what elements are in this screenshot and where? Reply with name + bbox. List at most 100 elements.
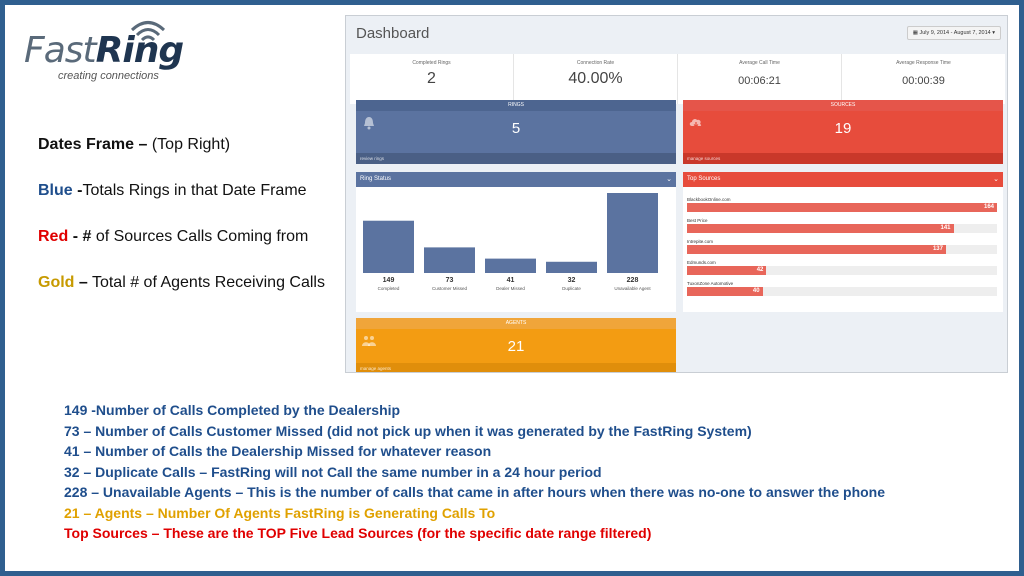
bar-category-label: Duplicate [562, 286, 581, 291]
top-source-value: 141 [940, 225, 951, 231]
manage-agents-link[interactable]: manage agents [356, 363, 676, 372]
logo-tagline: creating connections [58, 70, 159, 82]
top-source-name: Intrepite.com [687, 239, 714, 244]
note-blue: Blue -Totals Rings in that Date Frame [38, 182, 307, 199]
stat-value: 40.00% [568, 70, 623, 87]
manage-sources-link[interactable]: manage sources [683, 153, 1003, 164]
top-source-name: Edmunds.com [687, 260, 716, 265]
note-gold: Gold – Total # of Agents Receiving Calls [38, 274, 325, 291]
stat-completed-rings: Completed Rings 2 [350, 54, 514, 104]
top-sources-panel: Top Sources ⌄ BlackbookOnline.com 164 Best… [683, 172, 1003, 312]
sources-box[interactable]: SOURCES 19 manage sources [683, 100, 1003, 164]
top-source-value: 40 [752, 288, 760, 294]
ring-status-panel: Ring Status ⌄ 149 Completed 73 Customer Mis… [356, 172, 676, 312]
top-source-row: TuxonZone Automotive 40 [687, 280, 997, 296]
rings-box[interactable]: RINGS 5 review rings [356, 100, 676, 164]
bar-unavailable-agent [607, 193, 658, 273]
explanation-line: 73 – Number of Calls Customer Missed (di… [64, 422, 752, 439]
explanation-line: 41 – Number of Calls the Dealership Miss… [64, 443, 492, 459]
explanation-text: 149 -Number of Calls Completed by the De… [64, 400, 1004, 544]
stat-connection-rate: Connection Rate 40.00% [514, 54, 678, 104]
signal-wave-icon [130, 21, 166, 42]
stat-value: 00:00:39 [902, 75, 945, 87]
top-source-bar: 42 [687, 266, 767, 275]
top-source-bar: 164 [687, 203, 997, 212]
top-source-bar: 40 [687, 287, 763, 296]
top-source-bar-track: 42 [687, 266, 997, 275]
agents-box[interactable]: AGENTS 21 manage agents [356, 318, 676, 372]
page-title: Dashboard [356, 25, 430, 42]
rings-box-title: RINGS [356, 100, 676, 111]
caret-down-icon: ▾ [990, 30, 995, 36]
explanation-line: Top Sources – These are the TOP Five Lea… [64, 525, 652, 541]
top-source-name: Best Price [687, 218, 708, 223]
bar-category-label: Dealer Missed [496, 286, 525, 291]
note-red: Red - # of Sources Calls Coming from [38, 228, 309, 245]
top-sources-title: Top Sources [687, 176, 721, 182]
top-source-bar-track: 137 [687, 245, 997, 254]
ring-status-chart: 149 Completed 73 Customer Missed 41 Dealer Mi… [363, 193, 658, 291]
stats-row: Completed Rings 2 Connection Rate 40.00%… [350, 54, 1005, 104]
cloud-download-icon [689, 118, 702, 128]
top-source-row: Intrepite.com 137 [687, 238, 997, 254]
bar-category-label: Customer Missed [432, 286, 468, 291]
top-source-value: 42 [756, 267, 764, 273]
top-source-bar: 141 [687, 224, 954, 233]
stat-label: Average Response Time [896, 60, 951, 66]
date-range-label: July 9, 2014 - August 7, 2014 [919, 30, 991, 36]
bar-value-label: 228 [627, 277, 639, 284]
review-rings-link[interactable]: review rings [356, 153, 676, 164]
explanation-line: 32 – Duplicate Calls – FastRing will not… [64, 463, 602, 480]
ring-status-header[interactable]: Ring Status ⌄ [356, 172, 676, 187]
top-source-value: 137 [932, 246, 943, 252]
bar-category-label: Completed [378, 286, 400, 291]
sources-box-title: SOURCES [683, 100, 1003, 111]
bar-dealer-missed [485, 258, 536, 273]
ring-status-title: Ring Status [360, 176, 392, 182]
calendar-icon: ▦ [912, 30, 920, 36]
bar-value-label: 73 [446, 277, 454, 284]
note-dates: Dates Frame – (Top Right) [38, 136, 231, 153]
agents-count: 21 [507, 338, 525, 355]
explanation-line: 21 – Agents – Number Of Agents FastRing … [64, 504, 496, 521]
bar-value-label: 32 [568, 277, 576, 284]
top-source-bar-track: 164 [687, 203, 997, 212]
chevron-down-icon[interactable]: ⌄ [993, 176, 999, 183]
legend-notes: Dates Frame – (Top Right) Blue -Totals R… [38, 136, 348, 320]
bar-value-label: 149 [383, 277, 395, 284]
logo-wordmark: FastRing [24, 30, 184, 71]
agents-box-title: AGENTS [356, 318, 676, 329]
stat-label: Connection Rate [576, 60, 615, 66]
top-source-name: TuxonZone Automotive [687, 281, 734, 286]
explanation-line: 228 – Unavailable Agents – This is the n… [64, 484, 886, 500]
rings-count: 5 [511, 120, 521, 137]
top-source-bar-track: 40 [687, 287, 997, 296]
bar-value-label: 41 [507, 277, 515, 284]
top-sources-header[interactable]: Top Sources ⌄ [683, 172, 1003, 187]
date-range-picker[interactable]: ▦ July 9, 2014 - August 7, 2014 ▾ [906, 26, 1001, 40]
top-source-bar: 137 [687, 245, 946, 254]
sources-count: 19 [834, 120, 852, 137]
bar-category-label: Unavailable Agent [614, 286, 651, 291]
stat-label: Completed Rings [412, 60, 451, 66]
bar-completed [363, 220, 414, 273]
stat-average-response-time: Average Response Time 00:00:39 [842, 54, 1005, 104]
top-source-row: Edmunds.com 42 [687, 259, 997, 275]
stat-value: 00:06:21 [738, 75, 781, 87]
top-source-value: 164 [983, 204, 994, 210]
stat-label: Average Call Time [739, 60, 780, 66]
dashboard-screenshot: Dashboard ▦ July 9, 2014 - August 7, 201… [345, 15, 1008, 373]
users-icon [362, 336, 376, 346]
fastring-logo: FastRing creating connections [24, 18, 194, 88]
chevron-down-icon[interactable]: ⌄ [666, 176, 672, 183]
bar-customer-missed [424, 247, 475, 273]
top-source-name: BlackbookOnline.com [687, 197, 731, 202]
stat-average-call-time: Average Call Time 00:06:21 [678, 54, 842, 104]
top-source-bar-track: 141 [687, 224, 997, 233]
top-source-row: BlackbookOnline.com 164 [687, 196, 997, 212]
bar-duplicate [546, 261, 597, 273]
bell-icon [364, 117, 374, 130]
stat-value: 2 [427, 70, 436, 87]
top-source-row: Best Price 141 [687, 217, 997, 233]
explanation-line: 149 -Number of Calls Completed by the De… [64, 402, 401, 418]
